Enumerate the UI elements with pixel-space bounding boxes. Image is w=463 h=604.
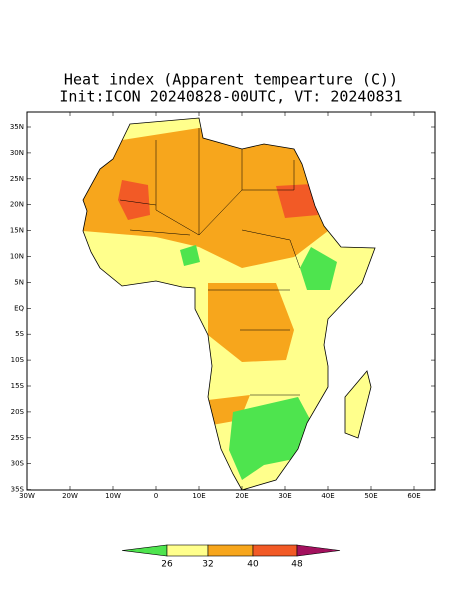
- colorbar-segment: [252, 544, 298, 557]
- lat-label: 25N: [10, 175, 24, 183]
- colorbar-label: 32: [202, 560, 213, 570]
- lon-label: 60E: [407, 492, 420, 500]
- field-mild: [180, 245, 200, 266]
- colorbar-segment: [296, 544, 341, 557]
- lat-label: 35S: [11, 486, 25, 494]
- lat-label: 30S: [11, 460, 25, 468]
- madagascar: [344, 370, 372, 439]
- lat-label: 20N: [10, 201, 24, 209]
- field-very-hot: [276, 184, 318, 218]
- lat-label: EQ: [14, 304, 24, 312]
- field-very-hot: [118, 180, 150, 220]
- lat-label: 20S: [11, 408, 25, 416]
- colorbar-segment: [207, 544, 254, 557]
- borders: [119, 128, 301, 396]
- lat-label: 10S: [11, 356, 25, 364]
- colorbar-segment: [166, 544, 209, 557]
- lon-label: 30E: [278, 492, 291, 500]
- map-title: Heat index (Apparent tempearture (C)): [64, 71, 398, 89]
- colorbar-label: 48: [291, 560, 303, 570]
- lon-label: 20E: [235, 492, 248, 500]
- lon-label: 40E: [321, 492, 334, 500]
- colorbar-label: 26: [161, 560, 173, 570]
- field-mild: [300, 247, 337, 290]
- lon-label: 0: [154, 492, 158, 500]
- lon-label: 30W: [19, 492, 35, 500]
- lat-label: 15N: [10, 227, 24, 235]
- lat-label: 25S: [11, 434, 25, 442]
- lat-label: 5S: [15, 330, 24, 338]
- field-hot: [208, 283, 294, 362]
- lon-label: 20W: [62, 492, 78, 500]
- lon-label: 10E: [192, 492, 205, 500]
- field-hot: [83, 128, 328, 268]
- lon-label: 10W: [105, 492, 121, 500]
- colorbar-segment: [121, 544, 168, 557]
- colorbar-label: 40: [247, 560, 259, 570]
- lon-label: 50E: [364, 492, 377, 500]
- lat-label: 35N: [10, 123, 24, 131]
- coastline: [82, 117, 376, 491]
- map-subtitle: Init:ICON 20240828-00UTC, VT: 20240831: [59, 88, 402, 106]
- lat-label: 10N: [10, 253, 24, 261]
- lat-label: 15S: [11, 382, 25, 390]
- lat-label: 5N: [14, 278, 24, 286]
- lat-label: 30N: [10, 149, 24, 157]
